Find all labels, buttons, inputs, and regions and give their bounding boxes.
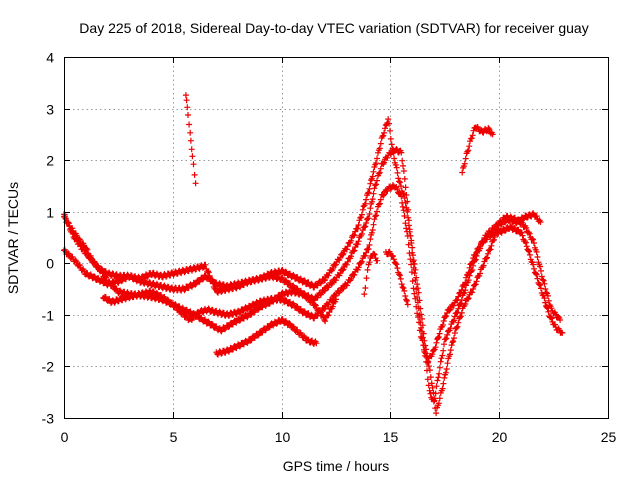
y-axis-label: SDTVAR / TECUs	[5, 182, 21, 294]
x-tick-label: 5	[170, 429, 178, 445]
y-tick-label: 0	[46, 256, 54, 272]
x-tick-label: 15	[383, 429, 399, 445]
series-t9	[361, 250, 381, 298]
series-t8	[383, 248, 411, 308]
x-axis-label: GPS time / hours	[283, 458, 390, 474]
plot-frame	[64, 57, 609, 419]
marker-trace	[213, 316, 320, 358]
chart-title: Day 225 of 2018, Sidereal Day-to-day VTE…	[79, 20, 588, 36]
x-tick-label: 25	[601, 429, 617, 445]
marker-trace	[182, 92, 199, 187]
y-tick-label: 1	[46, 205, 54, 221]
x-tick-label: 20	[492, 429, 508, 445]
series-t6	[182, 92, 199, 187]
series-t4	[100, 287, 339, 335]
y-tick-label: -1	[42, 308, 55, 324]
grid	[64, 57, 608, 418]
marker-trace	[100, 287, 339, 335]
y-tick-label: 2	[46, 153, 54, 169]
marker-trace	[361, 250, 381, 298]
marker-trace	[383, 248, 411, 308]
axes: 0 5 10 15 20 25 -3 -2 -1 0 1 2 3 4	[42, 50, 617, 446]
y-tick-label: -3	[42, 411, 55, 427]
series-t1	[61, 182, 566, 366]
marker-trace	[61, 182, 566, 366]
y-tick-label: 4	[46, 50, 54, 66]
series-t7	[459, 124, 496, 176]
marker-trace	[459, 124, 496, 176]
series-t5	[213, 316, 320, 358]
x-tick-label: 10	[275, 429, 291, 445]
x-tick-label: 0	[61, 429, 69, 445]
y-tick-label: 3	[46, 102, 54, 118]
data-points	[61, 92, 566, 417]
y-tick-label: -2	[42, 359, 55, 375]
